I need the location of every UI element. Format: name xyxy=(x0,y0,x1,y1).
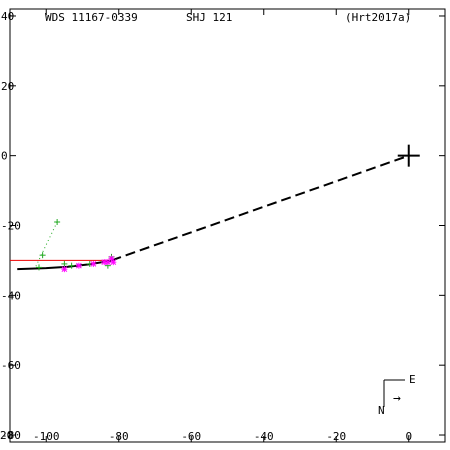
observation-point-green xyxy=(54,219,61,226)
orbit-group xyxy=(17,154,410,271)
axis-ticks: -100 -80 -60 -40 -20 0 40 20 0 -20 -40 -60 -80 xyxy=(1,9,445,443)
y-tick-label: -20 xyxy=(1,220,21,233)
compass-arrow-glyph: → xyxy=(393,391,401,406)
observation-point-green xyxy=(61,260,68,267)
x-tick-label: -20 xyxy=(326,430,346,443)
y-tick-label: -80 xyxy=(1,429,21,442)
y-tick-label: -60 xyxy=(1,359,21,372)
residual-line xyxy=(34,221,58,268)
observation-point-magenta xyxy=(110,259,117,266)
compass-east-label: E xyxy=(409,373,416,386)
discoverer-designation: SHJ 121 xyxy=(186,11,233,24)
primary-star-group xyxy=(397,144,420,167)
y-tick-label: 20 xyxy=(1,80,14,93)
observation-point-magenta xyxy=(90,260,97,267)
y-tick-label: -40 xyxy=(1,289,21,302)
observation-point-green xyxy=(36,264,42,271)
compass xyxy=(383,379,405,407)
corner-label: 20 xyxy=(0,429,14,442)
plot-border xyxy=(9,8,446,443)
x-tick-label: 0 xyxy=(405,430,412,443)
orbit-dashed xyxy=(111,154,410,262)
star-d2 xyxy=(110,259,117,266)
observation-point-green xyxy=(68,262,75,269)
plot-frame xyxy=(9,8,446,443)
observation-point-magenta xyxy=(104,259,111,266)
wds-id: WDS 11167-0339 xyxy=(45,11,138,24)
observation-point-magenta xyxy=(61,266,68,273)
observations-group xyxy=(36,219,117,273)
x-tick-label: -60 xyxy=(181,430,201,443)
y-tick-label: 0 xyxy=(1,150,8,163)
x-tick-label: -40 xyxy=(254,430,274,443)
star-d2 xyxy=(90,261,97,267)
observation-point-magenta xyxy=(75,262,82,269)
star-d2 xyxy=(108,255,115,262)
star-d2 xyxy=(61,266,68,273)
compass-north-label: N xyxy=(378,404,385,417)
reference-code: (Hrt2017a) xyxy=(345,11,412,24)
x-tick-label: -80 xyxy=(109,430,129,443)
y-tick-label: 40 xyxy=(1,10,14,23)
residual-lines xyxy=(34,221,58,268)
observation-point-green xyxy=(39,252,46,259)
x-tick-label: -100 xyxy=(33,430,60,443)
star-d2 xyxy=(76,262,82,269)
